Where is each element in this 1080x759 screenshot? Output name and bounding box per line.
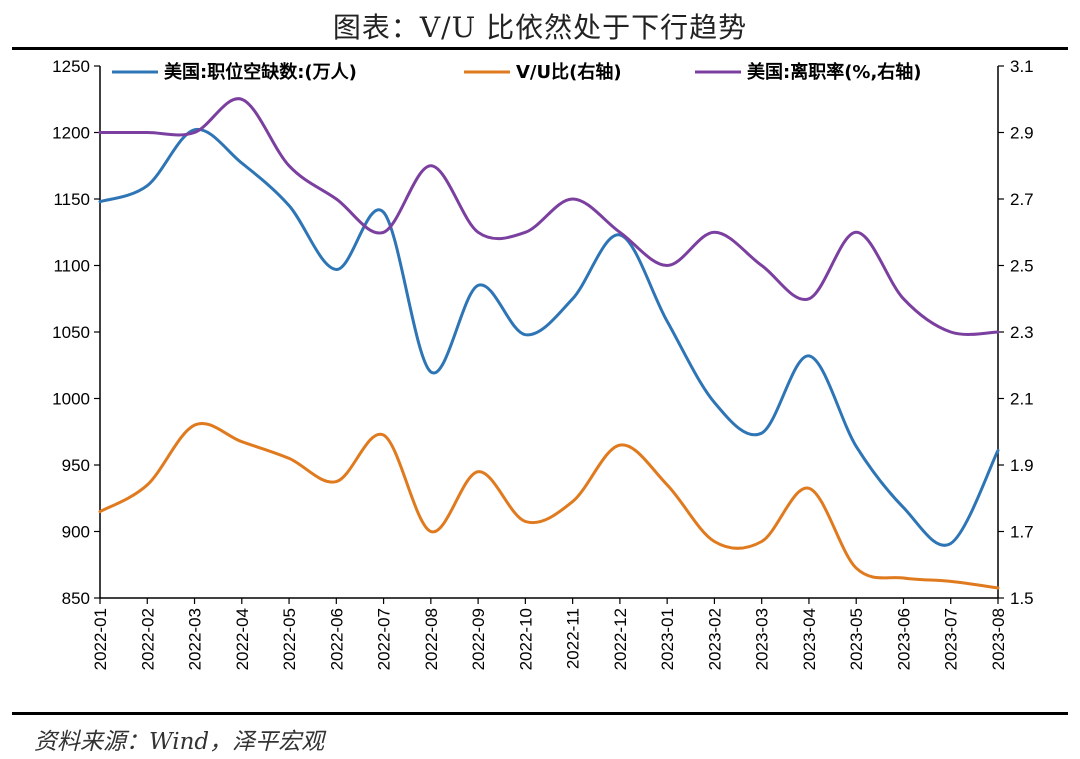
chart-title: 图表：V/U 比依然处于下行趋势 bbox=[332, 11, 748, 44]
y-right-tick-label: 2.1 bbox=[1010, 390, 1034, 409]
x-tick-label: 2023-02 bbox=[705, 608, 724, 670]
x-tick-label: 2022-11 bbox=[564, 608, 583, 669]
y-left-tick-label: 1150 bbox=[53, 190, 90, 209]
y-right-tick-label: 1.5 bbox=[1010, 589, 1034, 608]
y-left-tick-label: 1200 bbox=[52, 124, 90, 143]
x-tick-label: 2022-12 bbox=[611, 608, 630, 670]
x-tick-label: 2022-07 bbox=[375, 608, 394, 670]
source-note: 资料来源：Wind，泽平宏观 bbox=[34, 729, 325, 755]
legend-label: V/U比(右轴) bbox=[516, 61, 622, 83]
y-right-tick-label: 1.7 bbox=[1010, 523, 1034, 542]
y-left-tick-label: 1000 bbox=[52, 390, 90, 409]
x-tick-label: 2023-08 bbox=[989, 608, 1008, 670]
series-line-vu-ratio bbox=[98, 422, 1000, 590]
legend-label: 美国:职位空缺数:(万人) bbox=[164, 61, 357, 83]
x-tick-label: 2022-06 bbox=[327, 608, 346, 670]
legend-label: 美国:离职率(%,右轴) bbox=[747, 61, 922, 83]
y-left-tick-label: 1100 bbox=[53, 257, 90, 276]
x-tick-label: 2022-10 bbox=[516, 608, 535, 670]
x-tick-label: 2022-05 bbox=[280, 608, 299, 670]
top-rule bbox=[12, 47, 1068, 50]
y-left-tick-label: 1250 bbox=[52, 57, 90, 76]
y-right-tick-label: 2.9 bbox=[1010, 124, 1034, 143]
x-tick-label: 2022-08 bbox=[422, 608, 441, 670]
y-right-tick-label: 2.7 bbox=[1010, 190, 1034, 209]
x-tick-label: 2022-03 bbox=[186, 608, 205, 670]
chart-canvas: 850 900 950 1000 1050 1100 1150 1200 1250 1.5 1.7 1… bbox=[52, 57, 1034, 670]
y-left-tick-label: 850 bbox=[62, 589, 90, 608]
y-right-tick-label: 2.3 bbox=[1010, 323, 1034, 342]
x-tick-label: 2023-01 bbox=[658, 608, 677, 670]
y-left-tick-label: 950 bbox=[62, 456, 90, 475]
y-right-tick-label: 2.5 bbox=[1010, 257, 1034, 276]
series-line-job-openings bbox=[98, 128, 1000, 547]
x-tick-label: 2022-01 bbox=[91, 608, 110, 670]
x-tick-label: 2023-07 bbox=[942, 608, 961, 670]
x-tick-label: 2023-04 bbox=[800, 608, 819, 670]
series-line-quits-rate bbox=[98, 97, 1000, 336]
y-right-tick-label: 3.1 bbox=[1010, 57, 1034, 76]
x-tick-label: 2022-09 bbox=[469, 608, 488, 670]
y-left-tick-label: 1050 bbox=[52, 323, 90, 342]
x-tick-label: 2023-05 bbox=[847, 608, 866, 670]
bottom-rule bbox=[12, 712, 1068, 715]
x-tick-label: 2023-03 bbox=[753, 608, 772, 670]
y-left-tick-label: 900 bbox=[62, 523, 90, 542]
x-tick-label: 2022-02 bbox=[138, 608, 157, 670]
y-right-tick-label: 1.9 bbox=[1010, 456, 1034, 475]
x-tick-label: 2022-04 bbox=[233, 608, 252, 670]
x-tick-label: 2023-06 bbox=[894, 608, 913, 670]
